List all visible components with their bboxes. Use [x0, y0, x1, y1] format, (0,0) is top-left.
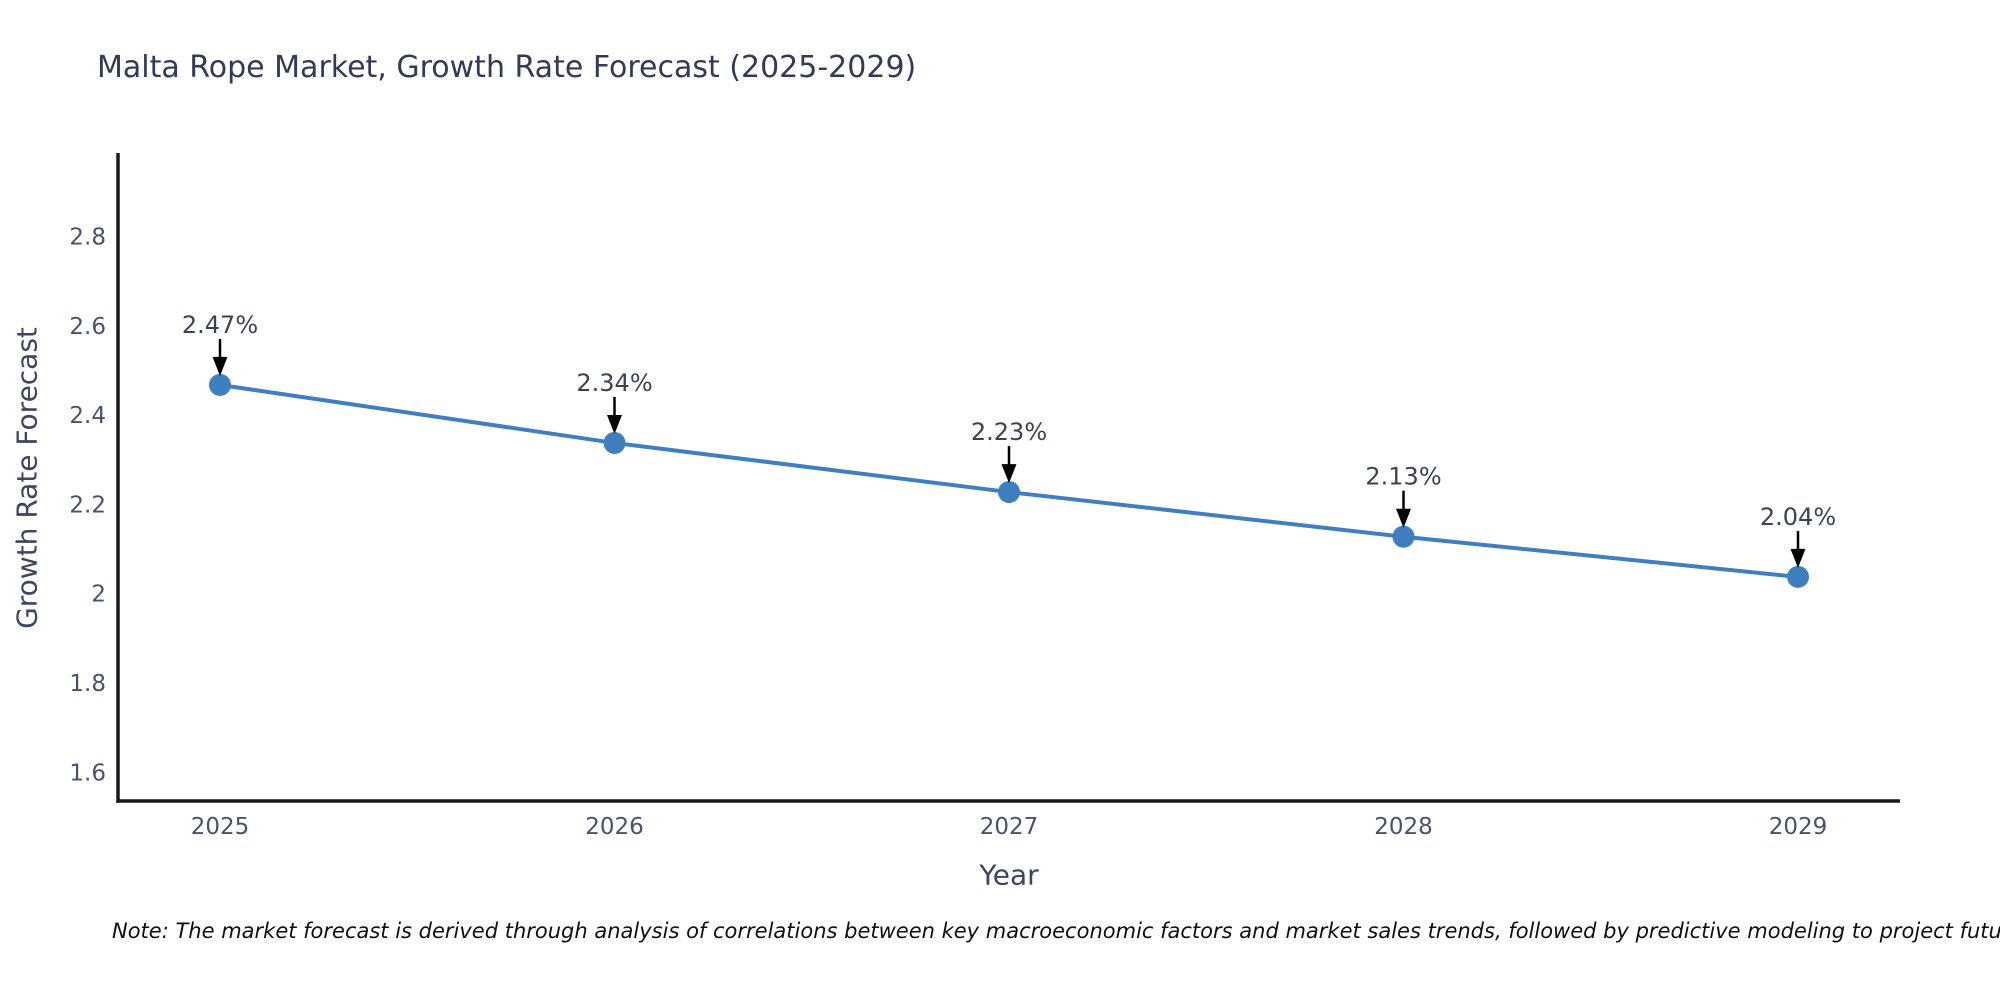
x-tick-label: 2029: [1769, 814, 1828, 840]
y-tick-label: 1.8: [69, 671, 106, 697]
y-tick-label: 2.8: [69, 225, 106, 251]
y-tick-label: 2.4: [69, 403, 106, 429]
data-point-label: 2.47%: [182, 311, 258, 339]
y-tick-label: 2.6: [69, 314, 106, 340]
data-point-marker: [209, 373, 231, 396]
data-point-marker: [1787, 565, 1809, 588]
annotation-arrowhead: [607, 414, 622, 434]
x-tick-label: 2027: [980, 814, 1039, 840]
data-point-marker: [1392, 525, 1415, 548]
x-tick-label: 2028: [1374, 814, 1433, 840]
x-tick-label: 2026: [585, 814, 644, 840]
y-tick-label: 2: [91, 582, 106, 608]
data-point-label: 2.34%: [576, 369, 652, 397]
data-point-marker: [603, 431, 626, 454]
data-point-label: 2.04%: [1760, 503, 1836, 531]
data-point-label: 2.23%: [971, 418, 1047, 446]
data-point-marker: [998, 481, 1020, 504]
chart-title: Malta Rope Market, Growth Rate Forecast …: [97, 50, 917, 85]
footnote: Note: The market forecast is derived thr…: [112, 919, 2000, 943]
data-point-label: 2.13%: [1365, 463, 1441, 491]
annotation-arrowhead: [212, 356, 228, 376]
annotation-arrowhead: [1790, 548, 1806, 568]
annotation-arrowhead: [1001, 464, 1017, 484]
x-axis-title: Year: [979, 858, 1039, 892]
y-tick-label: 2.2: [69, 492, 106, 518]
x-tick-label: 2025: [191, 814, 250, 840]
y-tick-label: 1.6: [69, 760, 106, 786]
annotation-arrowhead: [1396, 508, 1411, 528]
